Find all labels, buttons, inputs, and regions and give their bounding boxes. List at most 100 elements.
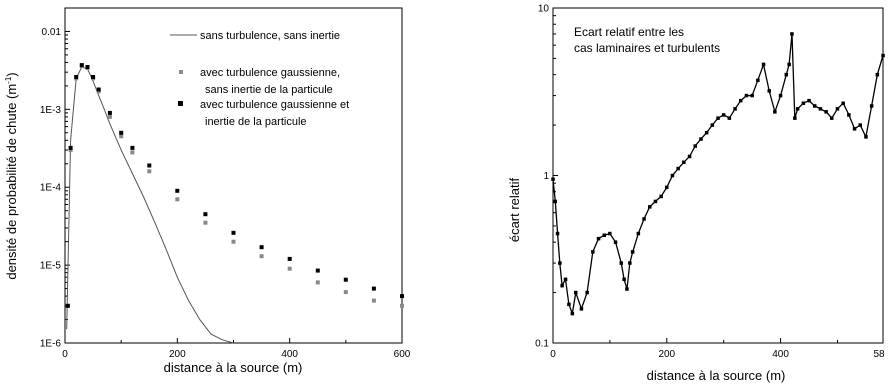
right-y-tick-label: 0.1 (535, 339, 549, 350)
left-legend: sans turbulence, sans inertie avec turbu… (170, 30, 349, 128)
left-y-axis-title-sup: -1 (4, 76, 13, 84)
right-series-1-point (835, 107, 840, 111)
right-series-1-point (630, 250, 635, 254)
right-series-1-point (869, 104, 874, 108)
right-series-1-point (793, 116, 797, 120)
right-series-1-point (767, 89, 771, 93)
right-series-1-point (858, 123, 862, 127)
left-series-3-point (400, 294, 404, 299)
left-series-3-point (175, 188, 180, 193)
legend-gray-marker (179, 70, 183, 74)
right-series-1-point (784, 72, 788, 77)
right-series-1-point (560, 283, 564, 288)
right-series-1-point (813, 104, 817, 108)
left-series-2-point (400, 303, 404, 308)
left-series-3-point (315, 268, 320, 273)
right-series-1-point (567, 302, 571, 307)
left-y-tick-label: 1E-6 (40, 339, 62, 350)
right-y-axis-title: écart relatif (507, 177, 522, 242)
right-series-1-point (551, 177, 555, 181)
left-y-tick-label: 0.01 (42, 27, 62, 38)
right-series-1-point (787, 62, 791, 67)
right-series-1-point (807, 98, 811, 103)
right-series-1-point (570, 311, 575, 316)
right-series-1-point (716, 116, 720, 120)
right-series-1-point (665, 185, 669, 190)
right-series-1-point (563, 277, 568, 282)
right-x-tick-label: 200 (658, 349, 675, 360)
right-series-1-point (875, 72, 880, 77)
left-series-3-point (96, 87, 101, 92)
right-series-1-point (653, 199, 658, 204)
right-series-1-point (558, 261, 562, 265)
right-series-1-point (881, 53, 885, 58)
right-series-1-point (841, 101, 845, 105)
right-series-1-point (648, 205, 652, 209)
left-series-2-point (343, 290, 348, 295)
left-x-tick-label: 600 (394, 349, 411, 360)
left-series-2-point (68, 148, 73, 153)
left-x-tick-label: 0 (62, 349, 68, 360)
right-series-1-point (687, 154, 692, 159)
left-series-3-point (343, 277, 348, 282)
right-series-1-point (864, 135, 868, 139)
left-plot-frame (64, 7, 403, 344)
right-series-1-point (761, 62, 766, 67)
left-y-tick-label: 1E-4 (40, 183, 62, 194)
right-series-1-line (552, 33, 884, 317)
right-series-1-point (778, 93, 783, 98)
right-series-1-point (625, 287, 629, 291)
right-annotation-line-2: cas laminaires et turbulents (574, 41, 720, 55)
left-series-group (65, 63, 404, 344)
right-series-1-point (585, 290, 589, 295)
right-series-1-point (847, 113, 851, 117)
left-y-axis-title: densité de probabilité de chute (m-1) (4, 72, 19, 279)
left-series-3-point (79, 63, 84, 68)
right-series-1-point (553, 199, 557, 204)
right-series-1-point (727, 116, 732, 120)
left-series-3-point (107, 110, 112, 115)
left-series-3-point (65, 303, 70, 308)
right-x-tick-label: 400 (772, 349, 789, 360)
left-series-2-point (147, 169, 152, 174)
right-y-tick-label: 10 (538, 4, 550, 15)
right-axes: 0 200 400 58 0.1 1 10 (535, 4, 885, 361)
right-series-1-point (790, 32, 794, 36)
left-series-2-point (315, 280, 320, 285)
left-y-tick-label: 1E-5 (40, 261, 62, 272)
right-series-1-point (555, 231, 560, 236)
left-x-tick-label: 200 (169, 349, 186, 360)
left-series-2-point (119, 134, 124, 139)
right-series-1-point (744, 93, 749, 98)
right-series-1-point (628, 261, 632, 265)
right-series-1-point (596, 236, 601, 241)
right-series-1-point (750, 93, 754, 98)
left-x-axis-title: distance à la source (m) (164, 360, 303, 375)
left-y-axis-title-close: ) (4, 72, 19, 76)
left-series-2-point (287, 266, 292, 271)
left-series-2-point (175, 197, 180, 202)
right-series-1-point (579, 307, 584, 311)
legend-entry-2-line-2: sans inertie de la particule (205, 84, 333, 96)
right-series-1-point (670, 173, 675, 178)
right-x-axis-title: distance à la source (m) (647, 368, 786, 383)
right-series-1-point (818, 107, 823, 111)
right-series-1-point (801, 101, 806, 105)
right-series-1-point (613, 240, 618, 244)
right-annotation-line-1: Ecart relatif entre les (574, 25, 684, 39)
left-series-3-point (259, 245, 264, 250)
right-chart: 0 200 400 58 0.1 1 10 distance à la source (m)… (507, 4, 885, 384)
right-series-1-point (682, 160, 686, 164)
left-series-3-point (130, 145, 135, 150)
left-y-tick-label: 1E-3 (40, 105, 62, 116)
legend-entry-3-line-1: avec turbulence gaussienne et (200, 99, 349, 111)
right-series-1-point (739, 98, 743, 103)
right-x-tick-label: 0 (550, 349, 556, 360)
left-series-2-point (130, 150, 135, 155)
legend-entry-3-line-2: inertie de la particule (205, 116, 307, 128)
right-x-edge-label: 58 (873, 349, 885, 360)
right-series-1-point (591, 250, 595, 254)
right-series-1-point (602, 233, 606, 237)
left-series-3-point (371, 286, 376, 291)
right-series-1-point (693, 144, 697, 148)
